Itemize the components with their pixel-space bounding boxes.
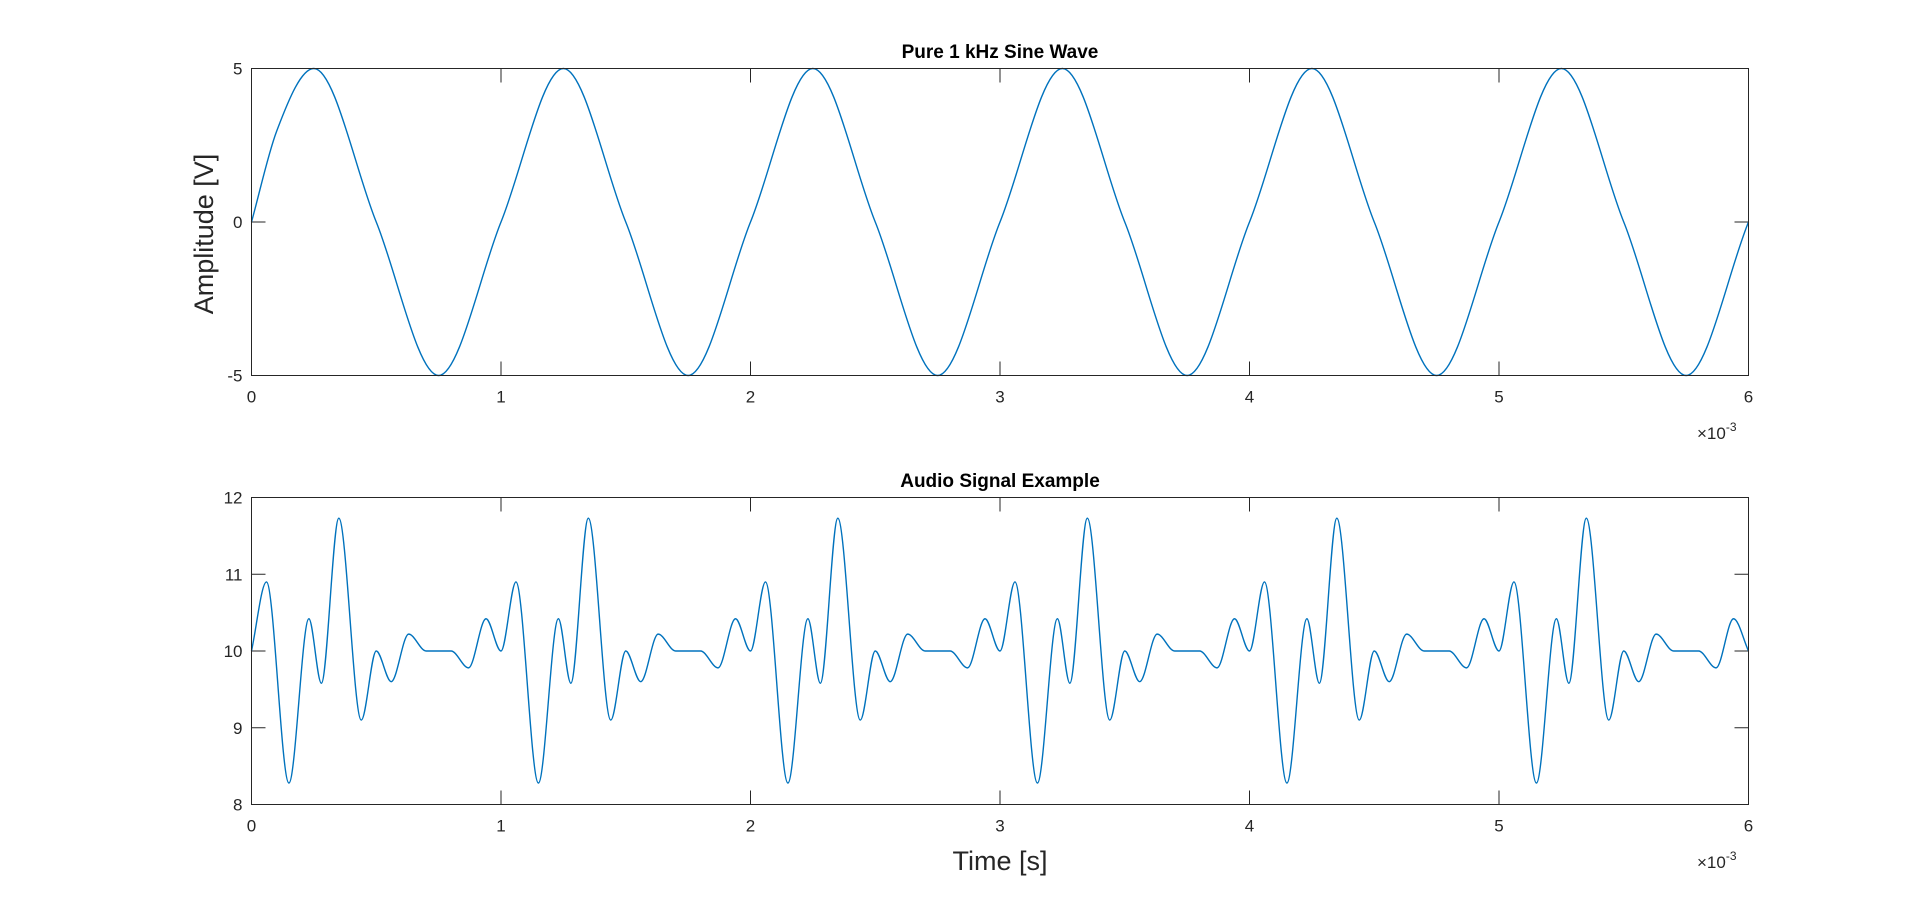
series-line [250, 67, 1750, 377]
x-tick-label: 0 [247, 817, 256, 836]
x-tick-label: 5 [1494, 817, 1503, 836]
x-tick-label: 1 [496, 388, 505, 407]
x-tick-label: 2 [746, 388, 755, 407]
x-exponent-power: -3 [1726, 849, 1737, 863]
chart-title: Pure 1 kHz Sine Wave [902, 42, 1099, 63]
axes-frame [251, 497, 1749, 805]
axes-frame [251, 68, 1749, 376]
audio-signal-plot: Audio Signal Example Time [s] 0 1 2 3 4 5 6121… [224, 471, 1754, 876]
y-tick-label: -5 [227, 367, 242, 386]
x-exponent-label: ×10-3 [1697, 849, 1737, 872]
y-tick-label: 0 [233, 213, 242, 232]
x-tick-label: 0 [247, 388, 256, 407]
y-tick-label: 11 [225, 565, 243, 584]
y-tick-label: 12 [224, 489, 243, 508]
x-tick-label: 3 [995, 817, 1004, 836]
series-line [250, 517, 1750, 784]
x-tick-label: 4 [1245, 817, 1254, 836]
x-exponent-base: ×10 [1697, 853, 1726, 872]
x-tick-label: 6 [1744, 817, 1753, 836]
series-layer [250, 67, 1750, 377]
x-exponent-power: -3 [1726, 420, 1737, 434]
y-tick-label: 5 [233, 60, 242, 79]
x-tick-label: 3 [995, 388, 1004, 407]
x-tick-label: 4 [1245, 388, 1254, 407]
x-tick-label: 6 [1744, 388, 1753, 407]
y-tick-label: 8 [233, 796, 242, 815]
x-exponent-label: ×10-3 [1697, 420, 1737, 443]
x-axis-label: Time [s] [952, 846, 1047, 876]
x-tick-label: 1 [496, 817, 505, 836]
x-tick-label: 5 [1494, 388, 1503, 407]
x-tick-label: 2 [746, 817, 755, 836]
chart-title: Audio Signal Example [900, 471, 1100, 492]
y-tick-label: 10 [224, 642, 243, 661]
series-layer [250, 517, 1750, 784]
x-exponent-base: ×10 [1697, 424, 1726, 443]
y-axis-label: Amplitude [V] [189, 154, 219, 315]
y-tick-label: 9 [233, 719, 242, 738]
sine-wave-plot: Pure 1 kHz Sine Wave Amplitude [V] 0 1 2 3 4… [189, 42, 1753, 443]
